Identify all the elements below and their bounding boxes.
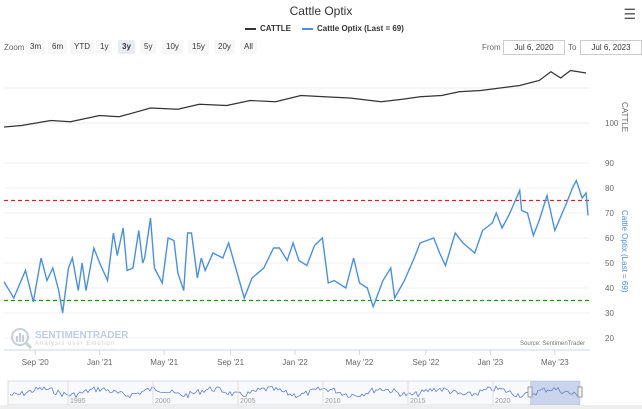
logo-tagline: Analysis over Emotion	[35, 340, 116, 347]
series-line-optix	[3, 178, 589, 314]
navigator-selection	[530, 381, 580, 405]
navigator-year-label: 1995	[70, 398, 86, 405]
sentimentrader-logo: SENTIMENTRADER Analysis over Emotion	[10, 327, 128, 349]
zoom-button-20y[interactable]: 20y	[214, 40, 235, 54]
zoom-button-3m[interactable]: 3m	[26, 40, 46, 54]
from-label: From	[482, 43, 501, 52]
x-tick-label: May '23	[541, 358, 569, 367]
navigator-year-label: 2000	[155, 398, 171, 405]
zoom-button-1y[interactable]: 1y	[96, 40, 113, 54]
zoom-button-15y[interactable]: 15y	[188, 40, 209, 54]
legend-swatch	[245, 27, 256, 30]
legend-item-cattle[interactable]: CATTLE	[245, 24, 291, 33]
y-tick-label-optix: 50	[605, 259, 614, 268]
navigator	[7, 380, 581, 406]
y-tick-label-optix: 70	[605, 209, 614, 218]
navigator-handle[interactable]	[527, 386, 533, 398]
source-label: Source: SentimenTrader	[520, 341, 586, 347]
zoom-button-ytd[interactable]: YTD	[70, 40, 94, 54]
to-label: To	[568, 43, 577, 52]
series-line-cattle	[3, 69, 587, 128]
y-tick-label-optix: 40	[605, 284, 614, 293]
navigator-handle[interactable]	[577, 386, 583, 398]
x-tick-label: May '21	[150, 358, 178, 367]
legend-label: Cattle Optix (Last = 69)	[317, 24, 404, 33]
y-tick-label-optix: 30	[605, 309, 614, 318]
x-tick-label: May '22	[346, 358, 374, 367]
navigator-year-label: 2015	[410, 398, 426, 405]
y-tick-label-optix: 90	[605, 159, 614, 168]
x-tick-label: Jan '22	[282, 358, 308, 367]
y-tick-label-optix: 20	[605, 334, 614, 343]
zoom-button-10y[interactable]: 10y	[162, 40, 183, 54]
magnifier-chart-icon	[11, 328, 32, 349]
zoom-button-6m[interactable]: 6m	[48, 40, 68, 54]
legend-label: CATTLE	[260, 24, 291, 33]
navigator-year-label: 2010	[325, 398, 341, 405]
navigator-series	[9, 385, 579, 399]
navigator-year-label: 2020	[495, 398, 511, 405]
y-axis-label-optix: Cattle Optix (Last = 69)	[620, 210, 629, 293]
zoom-label: Zoom	[4, 43, 25, 52]
x-tick-label: Sep '20	[22, 358, 49, 367]
navigator-year-label: 2005	[240, 398, 256, 405]
x-tick-label: Jan '21	[87, 358, 113, 367]
y-tick-label-cattle: 100	[605, 119, 619, 128]
legend-swatch	[302, 27, 313, 30]
legend-item-optix[interactable]: Cattle Optix (Last = 69)	[302, 24, 404, 33]
zoom-button-5y[interactable]: 5y	[140, 40, 157, 54]
x-tick-label: Sep '22	[412, 358, 439, 367]
zoom-button-3y[interactable]: 3y	[118, 40, 135, 54]
x-tick-label: Sep '21	[217, 358, 244, 367]
navigator-scrollbar[interactable]	[0, 405, 642, 409]
y-axis-label-cattle: CATTLE	[620, 102, 629, 132]
y-tick-label-optix: 60	[605, 234, 614, 243]
zoom-button-all[interactable]: All	[240, 40, 257, 54]
from-date-input[interactable]: Jul 6, 2020	[503, 40, 565, 55]
y-tick-label-optix: 80	[605, 184, 614, 193]
logo-name: SENTIMENTRADER	[35, 329, 129, 341]
x-tick-label: Jan '23	[478, 358, 504, 367]
chart-title: Cattle Optix	[289, 4, 353, 18]
hamburger-icon[interactable]: ☰	[623, 6, 636, 22]
